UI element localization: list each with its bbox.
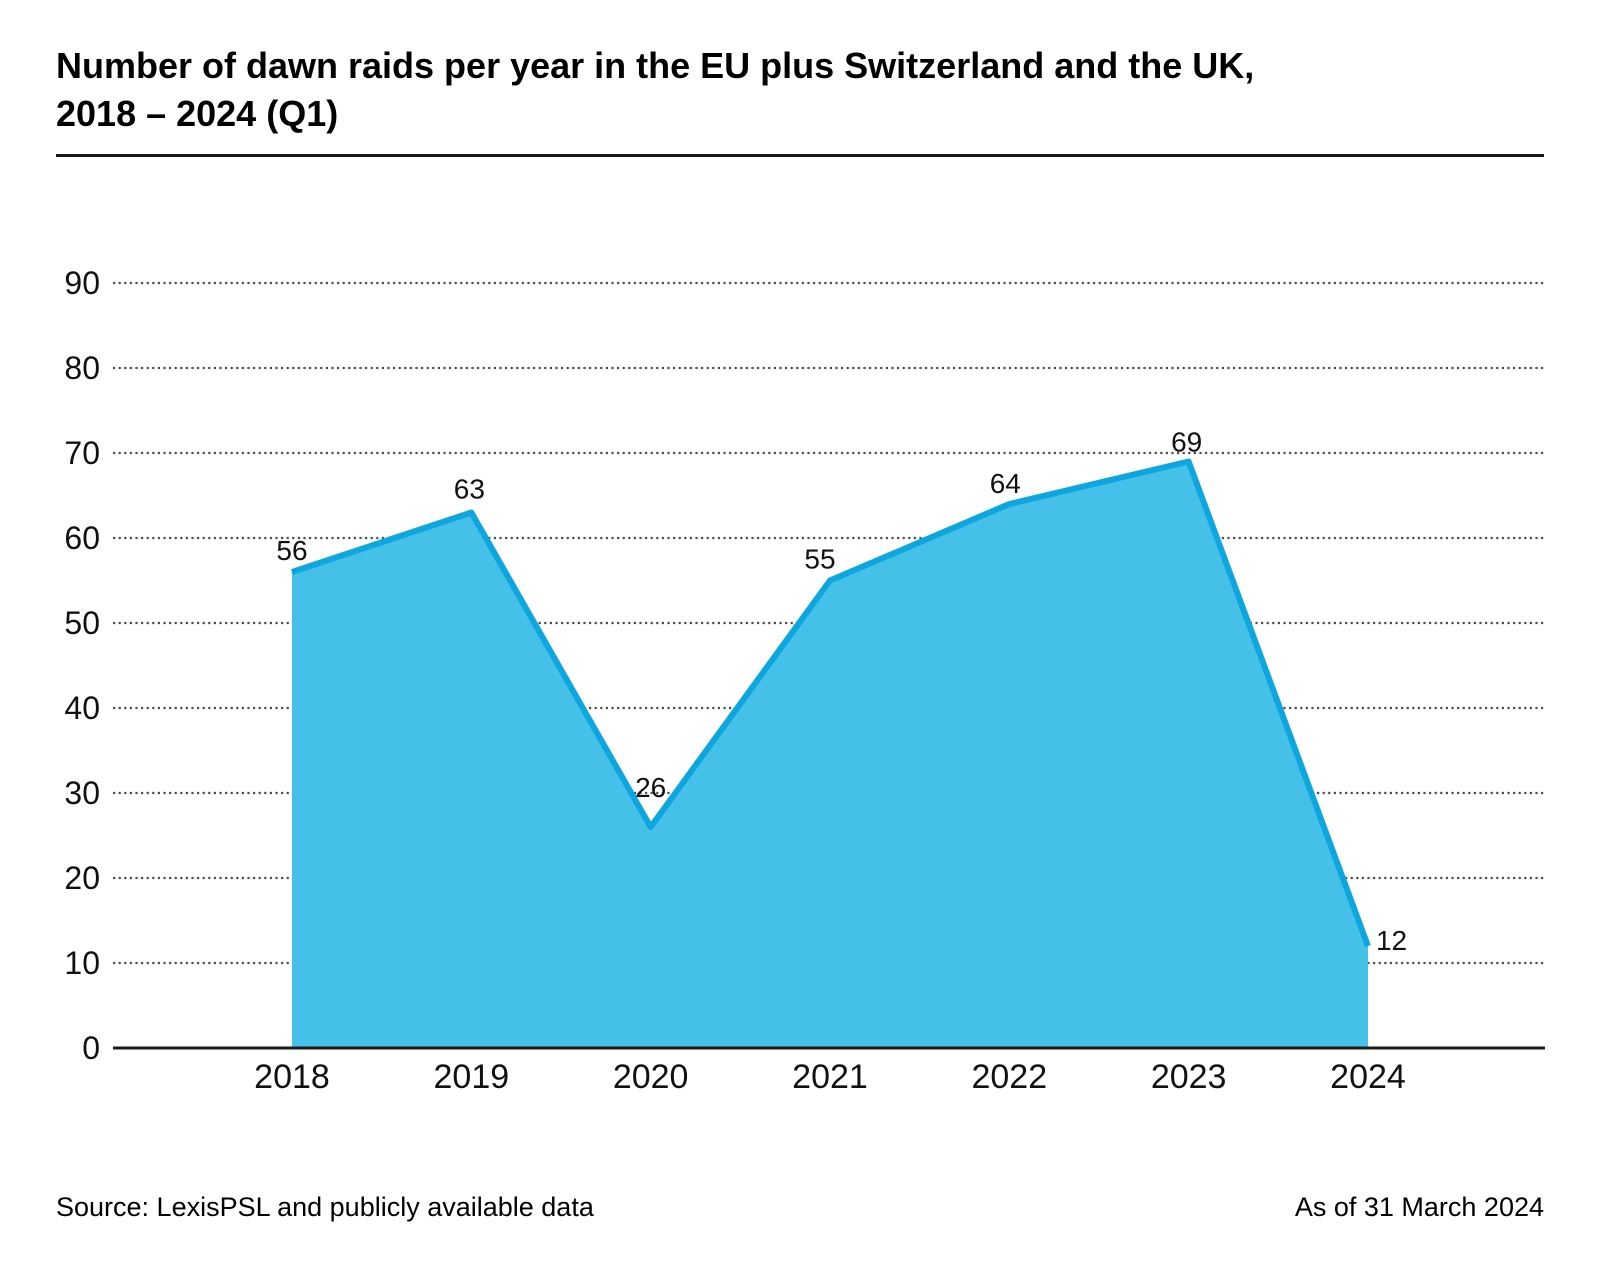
y-tick-label: 80 <box>64 350 100 386</box>
y-tick-label: 30 <box>64 775 100 811</box>
as-of-date: As of 31 March 2024 <box>1294 1192 1544 1222</box>
x-tick-label: 2021 <box>792 1058 868 1096</box>
chart-title-line1: Number of dawn raids per year in the EU … <box>56 45 1255 86</box>
y-tick-label: 50 <box>64 605 100 641</box>
x-tick-label: 2020 <box>613 1058 689 1096</box>
chart-title: Number of dawn raids per year in the EU … <box>56 42 1254 138</box>
y-tick-label: 60 <box>64 520 100 556</box>
x-tick-label: 2023 <box>1151 1058 1227 1096</box>
title-rule <box>56 154 1544 157</box>
data-label: 12 <box>1376 925 1407 956</box>
chart-title-line2: 2018 – 2024 (Q1) <box>56 93 339 134</box>
trend-line <box>291 458 1371 948</box>
x-tick-label: 2024 <box>1330 1058 1406 1096</box>
data-label: 55 <box>804 544 835 575</box>
area-fill <box>292 461 1368 1048</box>
source-note: Source: LexisPSL and publicly available … <box>56 1192 594 1222</box>
x-tick-label: 2022 <box>971 1058 1047 1096</box>
y-tick-label: 90 <box>64 265 100 301</box>
y-tick-label: 0 <box>82 1030 100 1066</box>
data-label: 63 <box>454 474 485 505</box>
data-label: 26 <box>635 772 666 803</box>
y-tick-label: 40 <box>64 690 100 726</box>
data-label: 56 <box>276 535 307 566</box>
x-tick-label: 2019 <box>434 1058 510 1096</box>
y-tick-label: 20 <box>64 860 100 896</box>
y-tick-label: 70 <box>64 435 100 471</box>
x-tick-label: 2018 <box>254 1058 330 1096</box>
data-label: 64 <box>990 468 1021 499</box>
y-tick-label: 10 <box>64 945 100 981</box>
data-label: 69 <box>1171 427 1202 458</box>
